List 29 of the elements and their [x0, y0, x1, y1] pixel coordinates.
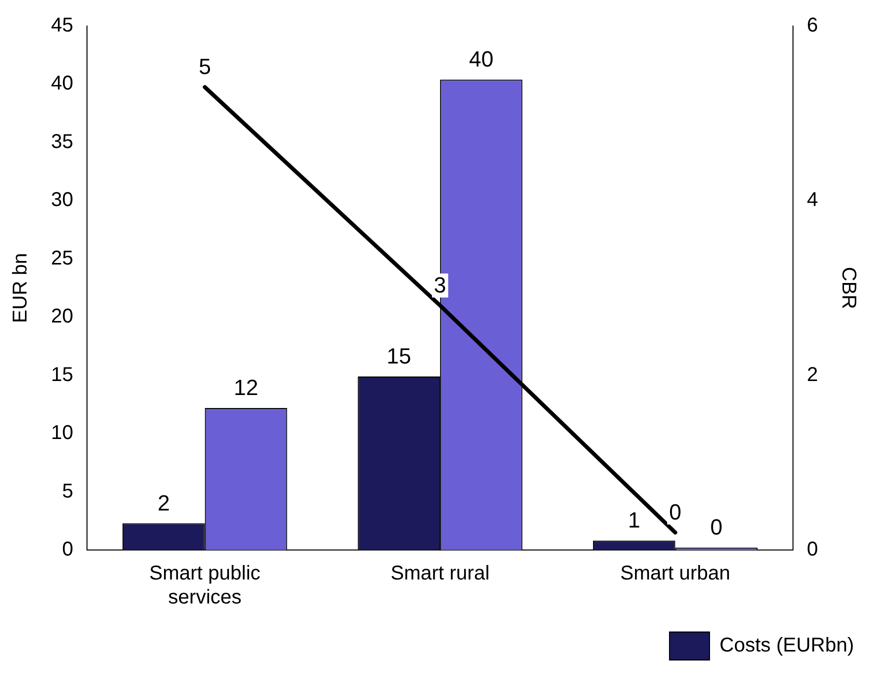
y2-tick-label: 2 [806, 364, 818, 386]
y-tick-label: 45 [50, 14, 74, 37]
data-label: 2 [158, 490, 170, 516]
y-tick-label: 25 [50, 247, 74, 270]
y-tick-label: 40 [50, 72, 74, 95]
x-tick-label: Smart rural [390, 562, 490, 585]
x-tick-label: Smart urban [620, 562, 730, 585]
y2-tick-label: 4 [806, 189, 818, 212]
y-tick-label: 20 [50, 306, 74, 328]
data-label: 0 [710, 514, 723, 540]
y-axis-title: EUR bn [10, 252, 32, 324]
data-label: 1 [628, 508, 640, 533]
y2-tick-label: 6 [806, 14, 818, 37]
y-tick-label: 35 [50, 130, 74, 153]
data-label: 5 [198, 54, 211, 80]
y-tick-label: 0 [62, 538, 74, 561]
y-tick-label: 10 [50, 422, 74, 444]
data-label: 3 [434, 272, 446, 298]
y-tick-label: 5 [62, 480, 74, 502]
data-label: 15 [386, 344, 412, 369]
data-label: 0 [669, 500, 682, 525]
y-tick-label: 15 [50, 364, 74, 386]
x-tick-label: Smart public services [149, 562, 260, 609]
data-label: 12 [234, 375, 258, 400]
y2-tick-label: 0 [806, 538, 818, 561]
y-tick-label: 30 [50, 189, 74, 212]
data-label: 40 [468, 46, 494, 72]
y2-axis-title: CBR [837, 266, 860, 310]
legend-label: Costs (EURbn) [720, 634, 854, 657]
